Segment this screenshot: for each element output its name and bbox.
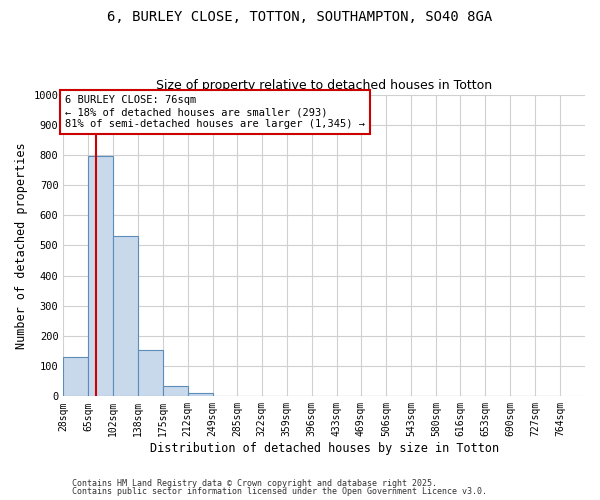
Text: 6, BURLEY CLOSE, TOTTON, SOUTHAMPTON, SO40 8GA: 6, BURLEY CLOSE, TOTTON, SOUTHAMPTON, SO… [107, 10, 493, 24]
Bar [64, 357, 88, 397]
X-axis label: Distribution of detached houses by size in Totton: Distribution of detached houses by size … [149, 442, 499, 455]
Bar [188, 394, 212, 396]
Bar [113, 236, 139, 396]
Bar [88, 156, 113, 396]
Bar [137, 350, 163, 397]
Title: Size of property relative to detached houses in Totton: Size of property relative to detached ho… [156, 79, 492, 92]
Text: Contains public sector information licensed under the Open Government Licence v3: Contains public sector information licen… [72, 487, 487, 496]
Y-axis label: Number of detached properties: Number of detached properties [15, 142, 28, 349]
Bar [163, 386, 188, 396]
Text: 6 BURLEY CLOSE: 76sqm
← 18% of detached houses are smaller (293)
81% of semi-det: 6 BURLEY CLOSE: 76sqm ← 18% of detached … [65, 96, 365, 128]
Text: Contains HM Land Registry data © Crown copyright and database right 2025.: Contains HM Land Registry data © Crown c… [72, 478, 437, 488]
